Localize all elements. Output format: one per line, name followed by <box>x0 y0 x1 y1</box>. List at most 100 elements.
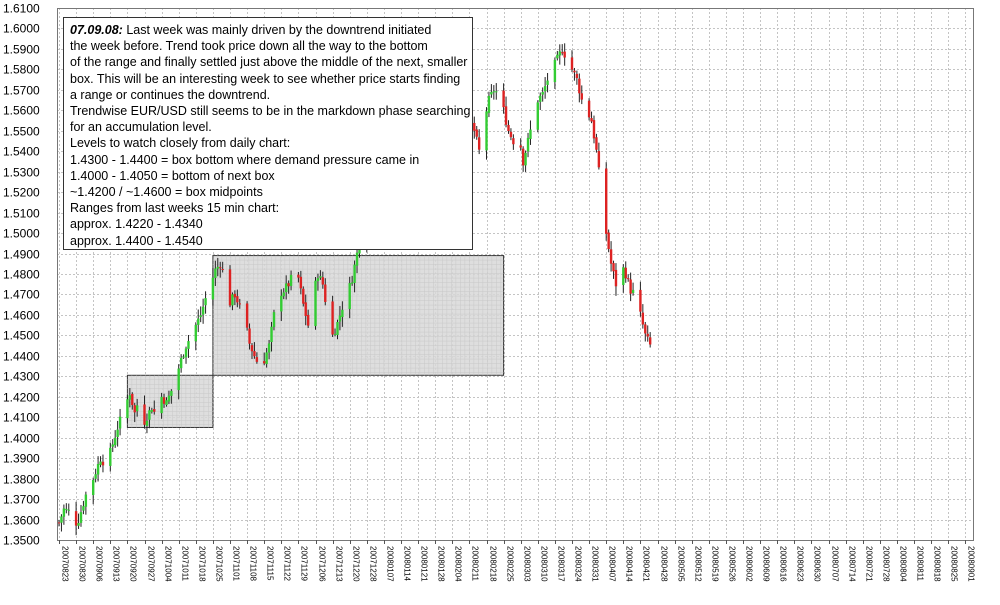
x-tick-label: 20080811 <box>916 546 925 582</box>
candle-body <box>77 523 80 526</box>
y-tick-label: 1.6000 <box>3 22 40 36</box>
candle-body <box>99 461 102 465</box>
candle-body <box>126 399 129 419</box>
commentary-line: approx. 1.4400 - 1.4540 <box>70 233 203 248</box>
candle-body <box>631 289 635 293</box>
candle-body <box>504 106 508 125</box>
candle-body <box>201 306 205 315</box>
candle-body <box>255 357 259 362</box>
candle-body <box>67 509 70 511</box>
candle-body <box>148 410 151 420</box>
candle-body <box>490 91 493 95</box>
candle-body <box>605 168 608 234</box>
x-tick-label: 20080804 <box>899 546 908 582</box>
candle-body <box>135 405 139 412</box>
candle-body <box>502 90 505 108</box>
candle-body <box>524 152 527 166</box>
x-tick-label: 20071213 <box>335 546 344 582</box>
candle-body <box>341 309 344 318</box>
y-tick-label: 1.3900 <box>3 452 40 466</box>
commentary-line: Levels to watch closely from daily chart… <box>70 136 291 151</box>
candle-body <box>321 277 325 285</box>
candle-body <box>153 409 156 412</box>
x-tick-label: 20071129 <box>300 546 309 582</box>
candle-body <box>350 282 354 284</box>
candle-body <box>187 341 190 349</box>
candle-body <box>162 397 166 404</box>
y-tick-label: 1.4300 <box>3 370 40 384</box>
candle-body <box>477 137 481 150</box>
candle-body <box>348 283 351 310</box>
candle-body <box>580 93 583 100</box>
candle-body <box>573 70 576 73</box>
candle-body <box>319 276 322 278</box>
candle-body <box>177 368 180 391</box>
candle-body <box>612 263 615 272</box>
y-tick-label: 1.5600 <box>3 104 40 118</box>
commentary-date: 07.09.08: <box>70 23 123 37</box>
x-tick-label: 20080630 <box>813 546 822 582</box>
commentary-line: Trendwise EUR/USD still seems to be in t… <box>70 104 471 119</box>
candle-body <box>219 267 222 269</box>
y-tick-label: 1.5200 <box>3 186 40 200</box>
candle-body <box>629 279 632 294</box>
x-tick-label: 20080609 <box>762 546 771 582</box>
candle-body <box>324 284 327 302</box>
candle-body <box>184 348 188 358</box>
y-tick-label: 1.3500 <box>3 534 40 548</box>
y-tick-label: 1.5400 <box>3 145 40 159</box>
candle-body <box>92 479 95 496</box>
candle-body <box>128 395 132 400</box>
candle-body <box>263 361 266 364</box>
candle-body <box>221 268 224 270</box>
commentary-line: for an accumulation level. <box>70 120 212 135</box>
plot-frame <box>57 8 974 541</box>
candle-body <box>521 148 525 166</box>
commentary-line: of the range and finally settled just ab… <box>70 55 468 70</box>
commentary-line: a range or continues the downtrend. <box>70 87 271 102</box>
candle-body <box>182 356 185 358</box>
commentary-line: box. This will be an interesting week to… <box>70 71 461 86</box>
candle-body <box>109 447 112 466</box>
candle-body <box>238 303 241 305</box>
candle-body <box>353 264 356 283</box>
x-axis: 20070823 20070830 20070906 20070913 20070920… <box>59 540 976 582</box>
candle-body <box>214 268 217 278</box>
range-box <box>126 374 214 428</box>
x-tick-label: 20071101 <box>232 546 241 582</box>
x-tick-label: 20080107 <box>386 546 395 582</box>
candle-body <box>280 295 283 312</box>
candle-body <box>641 312 645 325</box>
candle-body <box>607 232 610 250</box>
candle-body <box>614 269 618 287</box>
x-tick-label: 20080303 <box>523 546 532 582</box>
candle-body <box>111 444 114 447</box>
range-boxes <box>126 255 505 428</box>
candle-body <box>65 508 68 510</box>
commentary-line: approx. 1.4220 - 1.4340 <box>70 217 203 232</box>
x-tick-label: 20080526 <box>728 546 737 582</box>
x-tick-label: 20071228 <box>369 546 378 582</box>
candle-body <box>116 429 119 438</box>
x-tick-label: 20080225 <box>506 546 515 582</box>
y-axis: 1.3500 1.3600 1.3700 1.3800 1.3900 1.4000 1.41… <box>3 2 40 548</box>
candle-body <box>282 292 285 297</box>
commentary-line: Ranges from last weeks 15 min chart: <box>70 201 280 216</box>
candle-body <box>512 138 515 145</box>
x-tick-label: 20080310 <box>540 546 549 582</box>
candle-body <box>609 249 613 264</box>
x-tick-label: 20080623 <box>796 546 805 582</box>
x-tick-label: 20071004 <box>164 546 173 582</box>
candle-body <box>143 404 146 425</box>
x-tick-label: 20070906 <box>95 546 104 582</box>
candle-body <box>570 57 574 70</box>
x-tick-label: 20080114 <box>403 546 412 582</box>
range-box <box>212 255 505 376</box>
candle-body <box>336 322 339 336</box>
candle-body <box>563 51 566 58</box>
candle-body <box>228 269 232 306</box>
candle-body <box>314 280 317 327</box>
candle-body <box>57 522 61 524</box>
x-tick-label: 20071122 <box>283 546 292 582</box>
candle-body <box>495 91 498 93</box>
